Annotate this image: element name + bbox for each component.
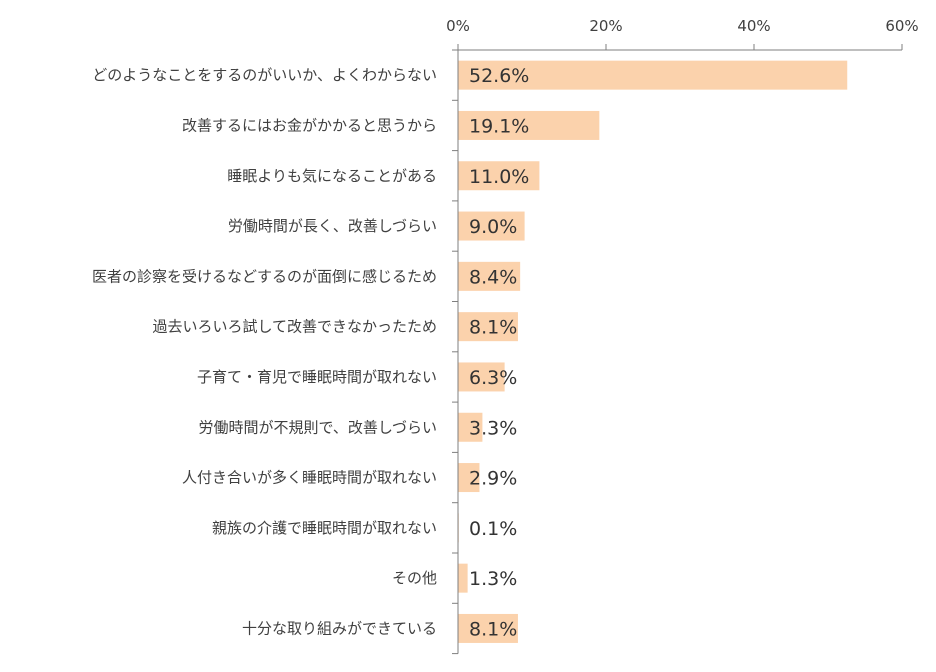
category-label-4: 医者の診察を受けるなどするのが面倒に感じるため [92,267,437,285]
bar-3 [458,211,525,241]
value-label-8: 2.9% [469,468,517,490]
category-label-11: 十分な取り組みができている [242,619,437,637]
category-label-5: 過去いろいろ試して改善できなかったため [152,318,437,336]
value-label-6: 6.3% [469,367,517,389]
category-label-6: 子育て・育児で睡眠時間が取れない [197,368,437,386]
bar-4 [458,261,521,291]
bar-1 [458,110,600,140]
value-label-7: 3.3% [469,417,517,439]
bar-2 [458,161,540,191]
value-label-0: 52.6% [469,65,529,87]
x-tick-label-3: 60% [885,17,918,35]
category-label-3: 労働時間が長く、改善しづらい [228,217,437,235]
category-label-9: 親族の介護で睡眠時間が取れない [212,519,437,537]
x-tick-label-2: 40% [737,17,770,35]
category-label-8: 人付き合いが多く睡眠時間が取れない [182,469,437,487]
x-tick-label-1: 20% [589,17,622,35]
category-label-1: 改善するにはお金がかかると思うから [182,116,437,134]
value-label-5: 8.1% [469,317,517,339]
category-label-2: 睡眠よりも気になることがある [227,167,437,185]
bar-8 [458,463,480,493]
value-label-9: 0.1% [469,518,517,540]
bar-5 [458,312,518,342]
bar-11 [458,613,518,643]
value-label-3: 9.0% [469,216,517,238]
value-label-11: 8.1% [469,618,517,640]
bar-7 [458,412,483,442]
bar-10 [458,563,468,593]
bar-0 [458,60,848,90]
category-label-0: どのようなことをするのがいいか、よくわからない [92,66,437,84]
value-label-4: 8.4% [469,266,517,288]
bar-6 [458,362,505,392]
value-label-10: 1.3% [469,568,517,590]
value-label-1: 19.1% [469,115,529,137]
category-label-10: その他 [392,569,437,587]
x-tick-label-0: 0% [446,17,470,35]
category-label-7: 労働時間が不規則で、改善しづらい [198,418,437,436]
value-label-2: 11.0% [469,166,529,188]
